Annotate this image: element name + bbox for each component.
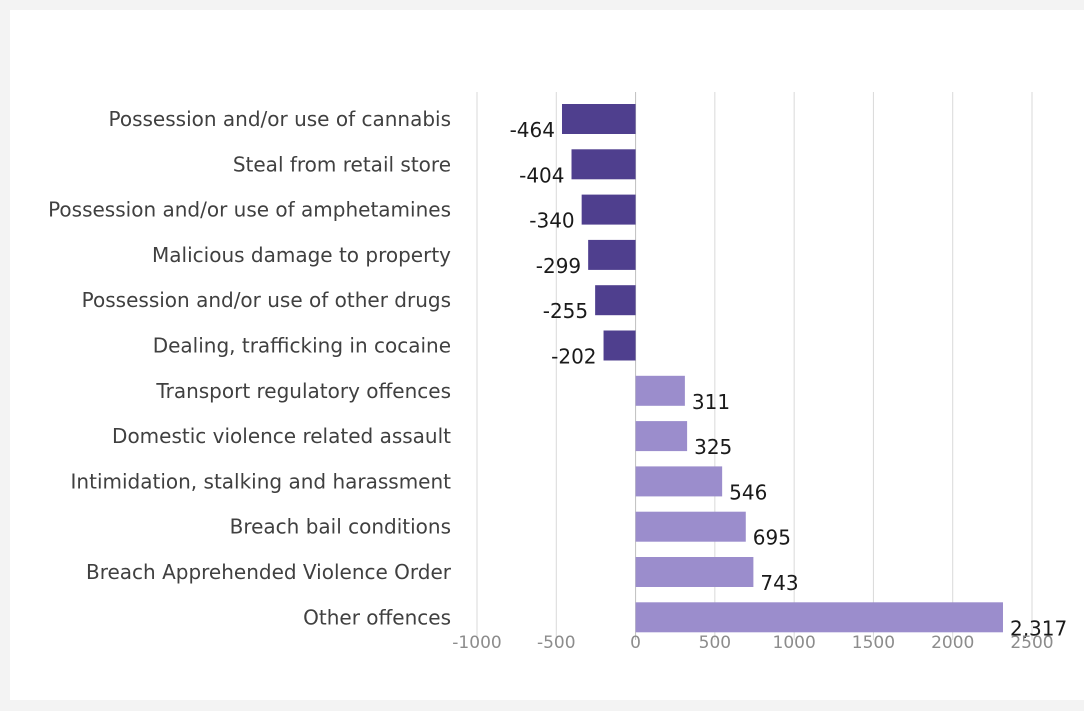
- x-tick-label: 0: [630, 633, 641, 653]
- data-label: 546: [729, 480, 767, 504]
- bar-negative: [603, 330, 636, 361]
- category-label: Dealing, trafficking in cocaine: [153, 334, 451, 358]
- category-label: Steal from retail store: [233, 152, 451, 176]
- bar-positive: [635, 466, 723, 497]
- x-axis-ticks: -1000 -500 0 500 1000 1500 2000 2500: [452, 633, 1053, 653]
- bar-positive: [635, 511, 746, 542]
- category-label: Transport regulatory offences: [155, 379, 451, 403]
- category-label: Intimidation, stalking and harassment: [71, 469, 452, 493]
- chart-panel: Possession and/or use of cannabis Steal f…: [10, 10, 1084, 700]
- data-label: -202: [551, 345, 596, 369]
- data-label: 695: [753, 526, 791, 550]
- x-tick-label: 1500: [852, 633, 895, 653]
- bar-chart: Possession and/or use of cannabis Steal f…: [48, 92, 1068, 653]
- bar-negative: [588, 239, 636, 270]
- category-label: Breach bail conditions: [230, 515, 451, 539]
- data-labels: -464 -404 -340 -299 -255 -202 311 325 546 695 743 2…: [510, 118, 1068, 640]
- gridlines: [476, 92, 1033, 640]
- x-tick-label: -500: [537, 633, 576, 653]
- data-label: -255: [543, 299, 588, 323]
- category-label: Possession and/or use of amphetamines: [48, 198, 451, 222]
- category-label: Breach Apprehended Violence Order: [86, 560, 452, 584]
- bar-negative: [581, 194, 636, 225]
- x-tick-label: 500: [699, 633, 731, 653]
- data-label: 2,317: [1010, 616, 1067, 640]
- bar-positive: [635, 375, 685, 406]
- bar-negative: [571, 149, 636, 180]
- data-label: 311: [692, 390, 730, 414]
- data-label: 743: [760, 571, 798, 595]
- bar-positive: [635, 421, 688, 452]
- x-tick-label: -1000: [452, 633, 501, 653]
- category-label: Malicious damage to property: [152, 243, 451, 267]
- category-label: Other offences: [303, 605, 451, 629]
- category-label: Possession and/or use of cannabis: [109, 107, 452, 131]
- data-label: -299: [536, 254, 581, 278]
- x-tick-label: 2000: [931, 633, 974, 653]
- data-label: 325: [694, 435, 732, 459]
- bar-positive: [635, 602, 1003, 633]
- bar-negative: [561, 104, 636, 134]
- bar-positive: [635, 557, 754, 587]
- data-label: -464: [510, 118, 555, 142]
- x-tick-label: 1000: [773, 633, 816, 653]
- data-label: -340: [529, 209, 574, 233]
- data-label: -404: [519, 163, 564, 187]
- bar-negative: [595, 285, 636, 316]
- category-label: Possession and/or use of other drugs: [82, 288, 451, 312]
- category-label: Domestic violence related assault: [112, 424, 451, 448]
- bars: [561, 104, 1003, 633]
- category-labels: Possession and/or use of cannabis Steal f…: [48, 107, 452, 629]
- x-tick-label: 2500: [1010, 633, 1053, 653]
